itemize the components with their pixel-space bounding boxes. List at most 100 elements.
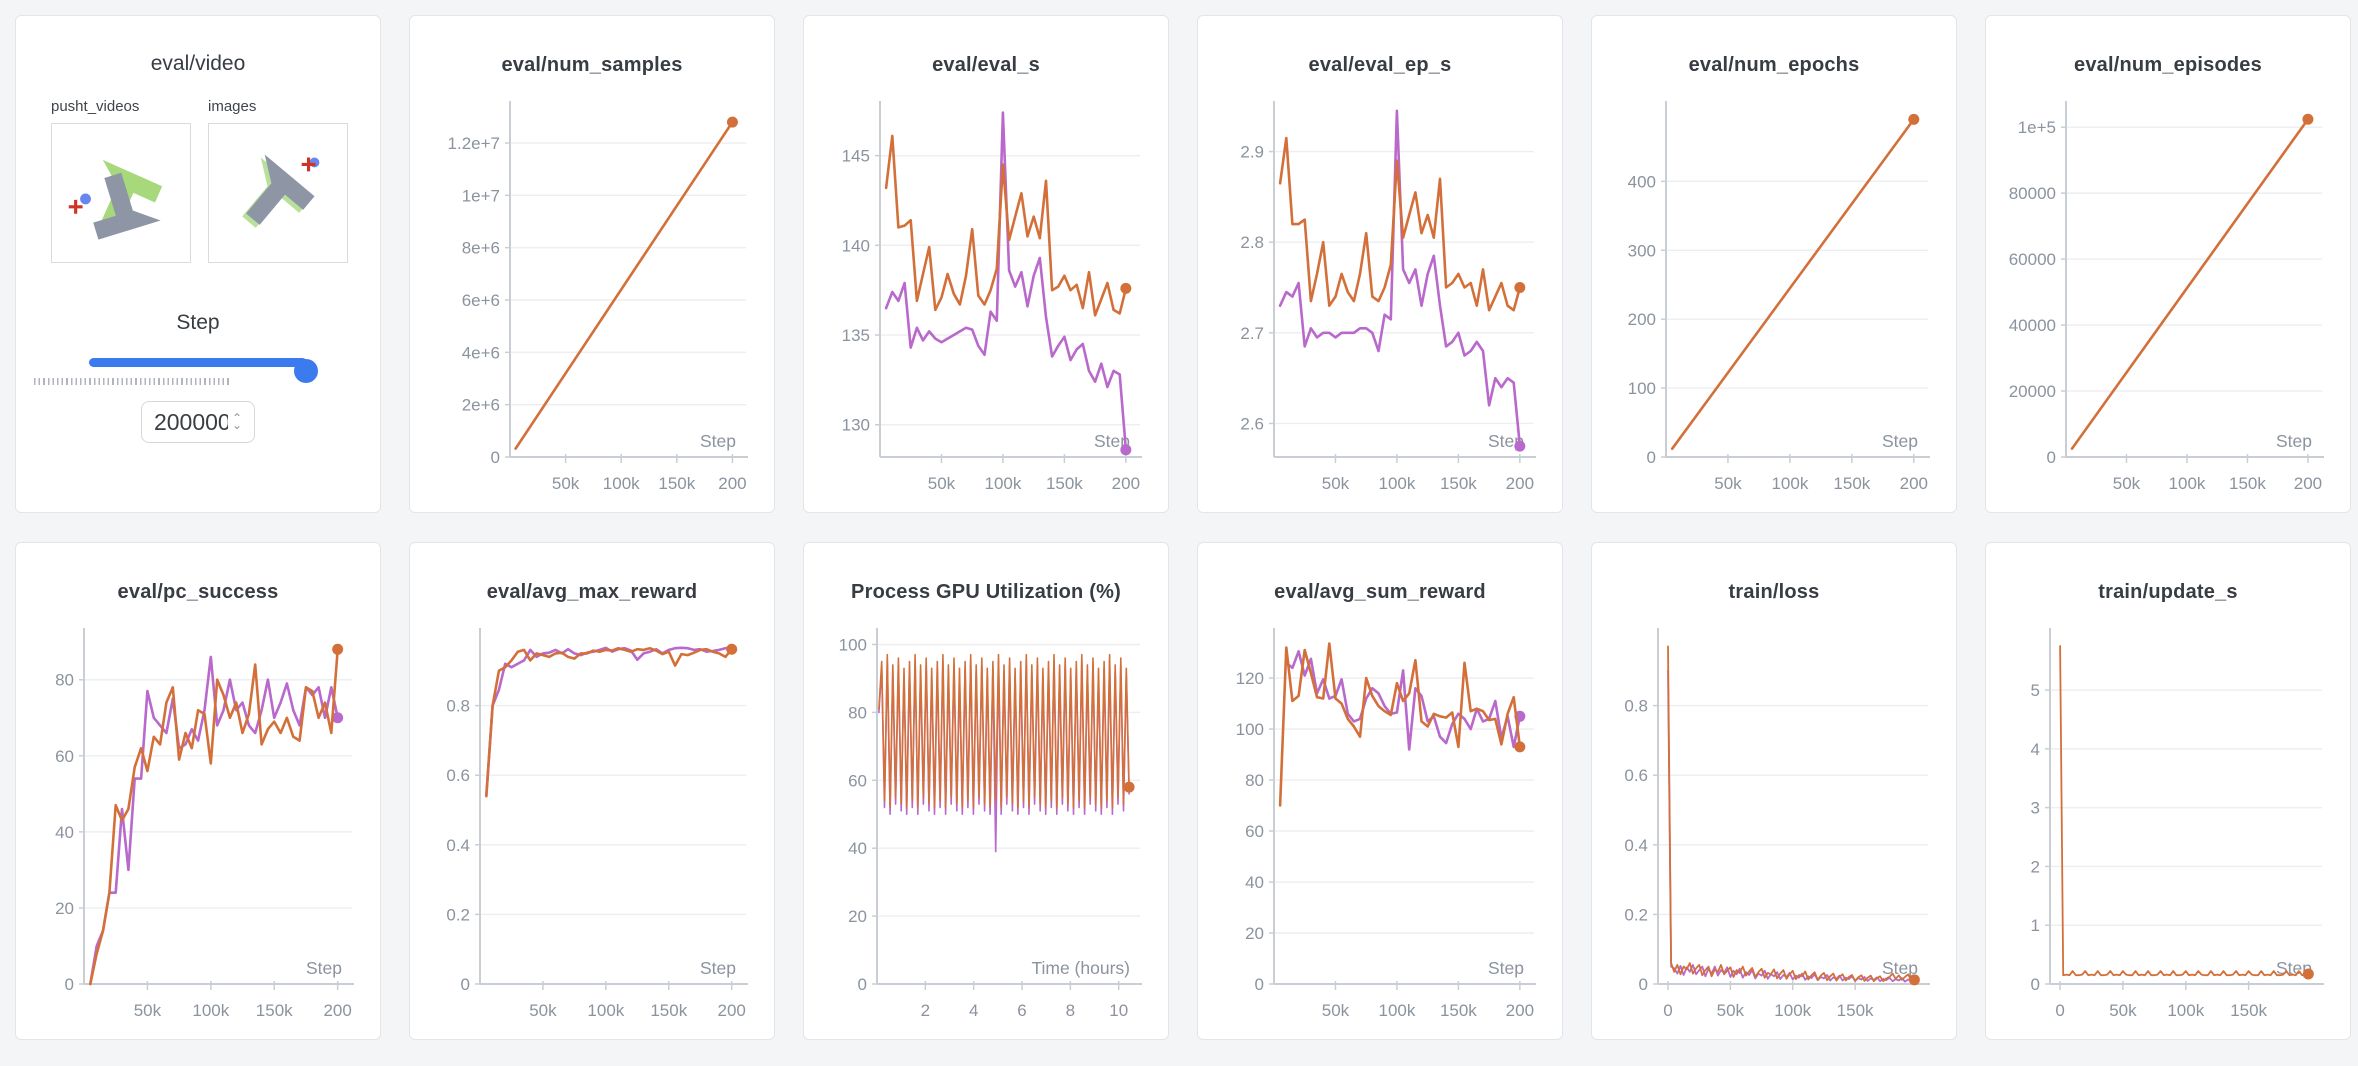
chart-area: 0 20 40 60 80 50k 100k 150k 200 Step xyxy=(16,607,380,1039)
x-tick-label: 100k xyxy=(1378,474,1415,493)
y-tick-label: 20 xyxy=(848,907,867,926)
x-tick-label: 8 xyxy=(1066,1001,1075,1020)
y-tick-label: 0.8 xyxy=(446,697,470,716)
y-tick-label: 0.2 xyxy=(1624,905,1648,924)
x-tick-label: 100k xyxy=(587,1001,624,1020)
y-tick-label: 2e+6 xyxy=(462,396,500,415)
stepper-buttons[interactable]: ⌃ ⌄ xyxy=(231,411,243,432)
chart-area: 2.6 2.7 2.8 2.9 50k 100k 150k 200 Step xyxy=(1198,80,1562,512)
y-tick-label: 40 xyxy=(848,839,867,858)
chart-area: 130 135 140 145 50k 100k 150k 200 Step xyxy=(804,80,1168,512)
chart-area: 0 2e+6 4e+6 6e+6 8e+6 1e+7 1.2e+7 50k 100k 150k 20… xyxy=(410,80,774,512)
y-tick-label: 0 xyxy=(2031,975,2040,994)
y-tick-label: 8e+6 xyxy=(462,239,500,258)
panel-train-update-s[interactable]: train/update_s 0 1 2 3 4 5 0 50k 100k 150k Step xyxy=(1985,542,2351,1040)
panel-eval-num-epochs[interactable]: eval/num_epochs 0 100 200 300 400 50k 100k 150k… xyxy=(1591,15,1957,513)
chart-area: 0 20 40 60 80 100 120 50k 100k 150k 200 Step xyxy=(1198,607,1562,1039)
chart-title: eval/eval_ep_s xyxy=(1308,54,1452,76)
x-tick-label: 150k xyxy=(658,474,695,493)
chart-title: eval/num_samples xyxy=(501,54,683,76)
chart-plot: 130 135 140 145 50k 100k 150k 200 Step xyxy=(842,101,1142,493)
image-thumbnail[interactable] xyxy=(208,123,348,263)
step-input[interactable]: ⌃ ⌄ xyxy=(141,401,255,443)
panel-eval-eval-s[interactable]: eval/eval_s 130 135 140 145 50k 100k 150k 200 St… xyxy=(803,15,1169,513)
y-tick-label: 60 xyxy=(848,771,867,790)
y-tick-label: 100 xyxy=(839,635,867,654)
panel-eval-num-episodes[interactable]: eval/num_episodes 0 20000 40000 60000 80000 1… xyxy=(1985,15,2351,513)
panel-train-loss[interactable]: train/loss 0 0.2 0.4 0.6 0.8 0 50k 100k 150k Step xyxy=(1591,542,1957,1040)
video-thumbnail-pusht[interactable] xyxy=(51,123,191,263)
series-end-dot-orange xyxy=(726,116,738,128)
y-tick-label: 0 xyxy=(491,448,500,467)
y-tick-label: 80 xyxy=(55,671,74,690)
panel-eval-num-samples[interactable]: eval/num_samples 0 2e+6 4e+6 6e+6 8e+6 1e+7 1.… xyxy=(409,15,775,513)
chart-title: eval/num_epochs xyxy=(1688,54,1860,76)
series-end-dot-purple xyxy=(332,712,344,724)
y-tick-label: 80 xyxy=(1245,771,1264,790)
x-tick-label: 100k xyxy=(1774,1001,1811,1020)
x-tick-label: 150k xyxy=(650,1001,687,1020)
series-line-orange xyxy=(878,653,1130,809)
panel-eval-video[interactable]: eval/video pusht_videos images xyxy=(15,15,381,513)
y-tick-label: 4e+6 xyxy=(462,343,500,362)
x-tick-label: 200 xyxy=(1112,474,1140,493)
chart-title: train/loss xyxy=(1728,581,1820,603)
series-end-dot-purple xyxy=(1514,440,1526,452)
x-tick-label: 50k xyxy=(1717,1001,1745,1020)
series-end-dot-orange xyxy=(2302,968,2314,980)
chart-area: 0 20000 40000 60000 80000 1e+5 50k 100k 150k 200 S… xyxy=(1986,80,2350,512)
panel-eval-eval-ep-s[interactable]: eval/eval_ep_s 2.6 2.7 2.8 2.9 50k 100k 150k 20… xyxy=(1197,15,1563,513)
x-tick-label: 6 xyxy=(1017,1001,1026,1020)
stepper-up-icon[interactable]: ⌃ xyxy=(231,411,243,425)
panel-eval-avg-max-reward[interactable]: eval/avg_max_reward 0 0.2 0.4 0.6 0.8 50k 100k… xyxy=(409,542,775,1040)
y-tick-label: 1 xyxy=(2031,916,2040,935)
x-tick-label: 150k xyxy=(2229,474,2266,493)
x-tick-label: 4 xyxy=(969,1001,978,1020)
step-input-field[interactable] xyxy=(153,408,228,436)
chart-area: 0 100 200 300 400 50k 100k 150k 200 Step xyxy=(1592,80,1956,512)
y-tick-label: 130 xyxy=(842,416,870,435)
x-tick-label: 100k xyxy=(984,474,1021,493)
series-line-orange xyxy=(485,646,734,798)
y-tick-label: 1e+7 xyxy=(462,186,500,205)
chart-plot: 0 2e+6 4e+6 6e+6 8e+6 1e+7 1.2e+7 50k 100k 150k 20… xyxy=(448,101,748,493)
panel-eval-pc-success[interactable]: eval/pc_success 0 20 40 60 80 50k 100k 150k 200 S… xyxy=(15,542,381,1040)
series-end-dot-orange xyxy=(1120,282,1132,294)
series-line-orange xyxy=(514,120,734,450)
y-tick-label: 0 xyxy=(858,975,867,994)
slider-thumb[interactable] xyxy=(294,359,318,383)
y-tick-label: 0 xyxy=(461,975,470,994)
panel-eval-avg-sum-reward[interactable]: eval/avg_sum_reward 0 20 40 60 80 100 120 50k 10… xyxy=(1197,542,1563,1040)
x-tick-label: 50k xyxy=(2109,1001,2137,1020)
chart-title: eval/pc_success xyxy=(117,581,279,603)
step-slider[interactable] xyxy=(89,349,318,383)
y-tick-label: 200 xyxy=(1628,310,1656,329)
x-tick-label: 100k xyxy=(192,1001,229,1020)
series-line-purple xyxy=(485,646,734,798)
x-tick-label: 200 xyxy=(1506,1001,1534,1020)
panel-grid: eval/video pusht_videos images xyxy=(15,15,2351,1040)
y-tick-label: 2.8 xyxy=(1240,233,1264,252)
x-tick-label: 100k xyxy=(2169,474,2206,493)
panel-gpu-utilization[interactable]: Process GPU Utilization (%) 0 20 40 60 80 100… xyxy=(803,542,1169,1040)
x-tick-label: 50k xyxy=(1322,1001,1350,1020)
chart-title: eval/avg_max_reward xyxy=(486,581,698,603)
x-tick-label: 200 xyxy=(1506,474,1534,493)
pusht-video-frame xyxy=(68,159,163,240)
image-frame xyxy=(242,154,320,228)
y-tick-label: 0.6 xyxy=(446,766,470,785)
y-tick-label: 0 xyxy=(65,975,74,994)
series-end-dot-orange xyxy=(726,643,738,655)
x-axis-label: Step xyxy=(700,958,736,978)
slider-track[interactable] xyxy=(89,358,318,383)
x-tick-label: 200 xyxy=(1900,474,1928,493)
y-tick-label: 6e+6 xyxy=(462,291,500,310)
y-tick-label: 0.2 xyxy=(446,905,470,924)
y-tick-label: 40 xyxy=(55,823,74,842)
chart-title: Process GPU Utilization (%) xyxy=(851,581,1121,603)
y-tick-label: 100 xyxy=(1236,720,1264,739)
y-tick-label: 140 xyxy=(842,236,870,255)
x-tick-label: 50k xyxy=(1322,474,1350,493)
series-line-orange xyxy=(1667,645,1916,983)
stepper-down-icon[interactable]: ⌄ xyxy=(231,418,243,432)
